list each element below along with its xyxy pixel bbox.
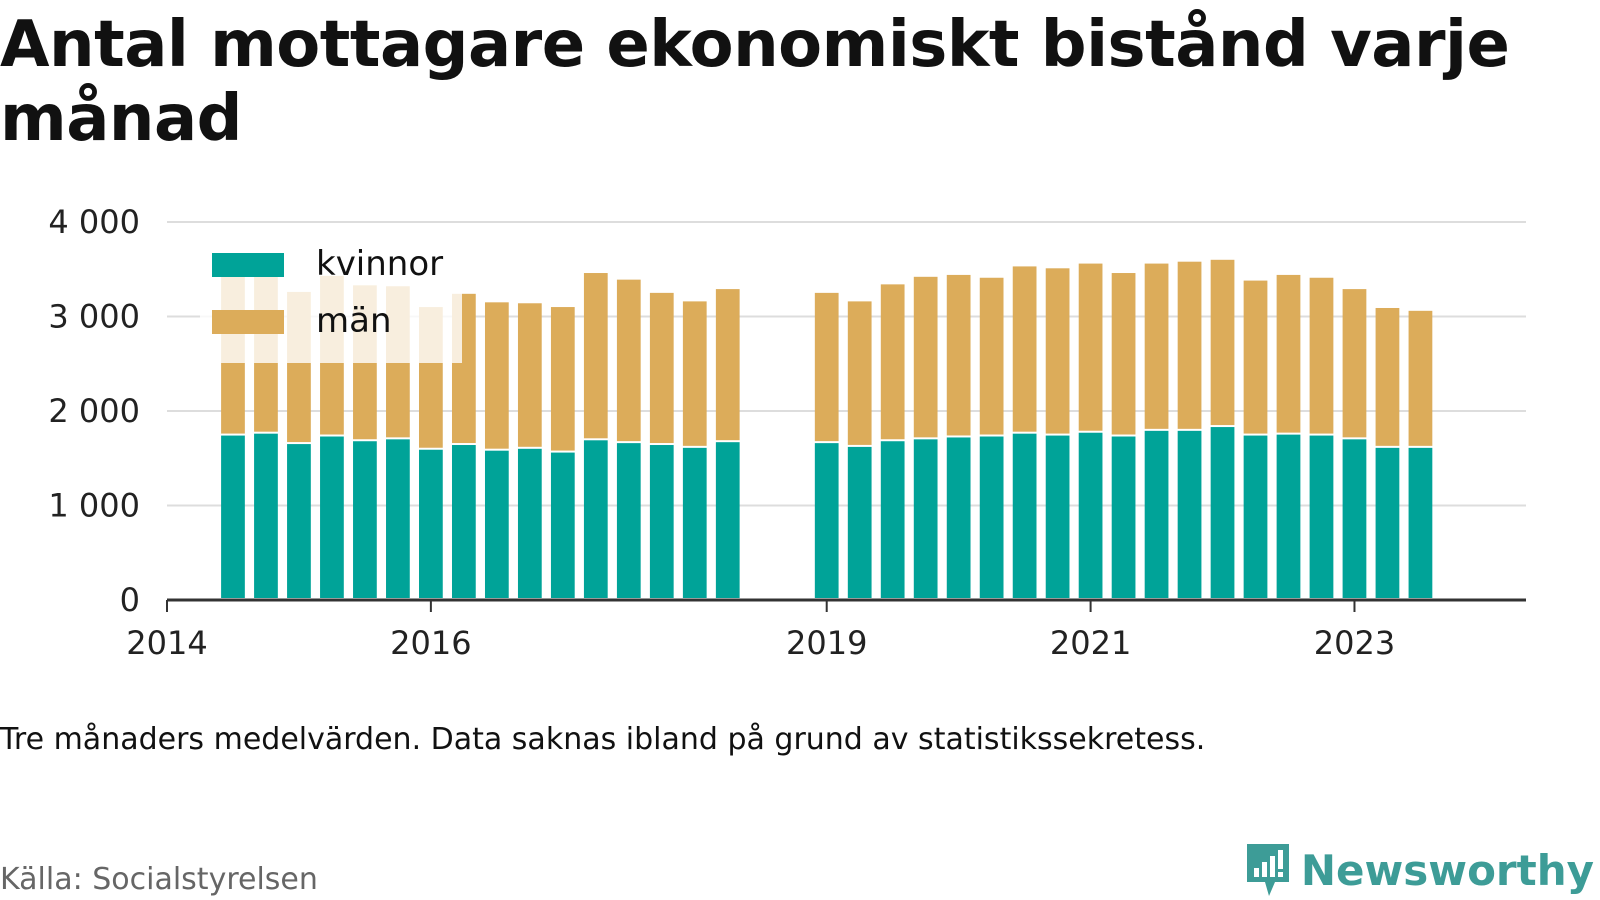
bar-män bbox=[1408, 310, 1433, 446]
bar-män bbox=[1342, 289, 1367, 438]
chart-title: Antal mottagare ekonomiskt bistånd varje… bbox=[0, 8, 1510, 156]
bar-kvinnor bbox=[979, 436, 1004, 598]
bar-män bbox=[1078, 263, 1103, 431]
bar-män bbox=[1375, 307, 1400, 446]
bar-kvinnor bbox=[1309, 435, 1334, 598]
bar-kvinnor bbox=[1375, 447, 1400, 598]
bar-kvinnor bbox=[1045, 435, 1070, 598]
bar-kvinnor bbox=[1276, 434, 1301, 598]
bar-män bbox=[880, 284, 905, 440]
x-tick-label: 2023 bbox=[1314, 624, 1395, 662]
bar-män bbox=[1045, 268, 1070, 434]
bar-män bbox=[1210, 259, 1235, 426]
legend-label-kvinnor: kvinnor bbox=[316, 244, 443, 284]
bar-kvinnor bbox=[419, 449, 443, 598]
bar-kvinnor bbox=[517, 448, 542, 598]
bar-kvinnor bbox=[484, 450, 509, 598]
bar-män bbox=[913, 276, 938, 438]
source-label: Källa: Socialstyrelsen bbox=[0, 862, 318, 897]
bar-män bbox=[1144, 263, 1169, 429]
bar-kvinnor bbox=[583, 440, 608, 598]
bar-kvinnor bbox=[682, 447, 707, 598]
y-tick-label: 3 000 bbox=[48, 298, 140, 336]
bar-kvinnor bbox=[386, 439, 410, 598]
bar-kvinnor bbox=[649, 445, 674, 598]
bar-kvinnor bbox=[1144, 430, 1169, 598]
y-tick-label: 2 000 bbox=[48, 392, 140, 430]
bar-kvinnor bbox=[880, 441, 905, 598]
x-tick-label: 2014 bbox=[126, 624, 207, 662]
chart-note: Tre månaders medelvärden. Data saknas ib… bbox=[0, 722, 1206, 757]
bar-män bbox=[616, 279, 641, 442]
bar-kvinnor bbox=[353, 441, 377, 598]
y-tick-label: 1 000 bbox=[48, 487, 140, 525]
bar-kvinnor bbox=[451, 445, 476, 598]
bar-män bbox=[484, 302, 509, 449]
legend-label-män: män bbox=[316, 301, 392, 341]
bar-män bbox=[583, 273, 608, 439]
bar-män bbox=[1243, 280, 1268, 434]
bar-kvinnor bbox=[715, 442, 740, 598]
bar-män bbox=[1177, 261, 1202, 429]
y-tick-label: 0 bbox=[120, 581, 140, 619]
newsworthy-logo-icon bbox=[1246, 844, 1289, 896]
bar-kvinnor bbox=[221, 435, 245, 598]
bar-kvinnor bbox=[320, 436, 344, 598]
bar-män bbox=[946, 274, 971, 436]
bar-kvinnor bbox=[287, 444, 311, 598]
bar-kvinnor bbox=[1210, 427, 1235, 598]
legend-swatch-kvinnor bbox=[212, 253, 284, 277]
bar-män bbox=[1111, 273, 1136, 435]
brand-logo[interactable]: Newsworthy bbox=[1243, 842, 1594, 898]
bar-kvinnor bbox=[946, 437, 971, 598]
bar-män bbox=[682, 301, 707, 446]
bar-kvinnor bbox=[550, 452, 575, 598]
bar-kvinnor bbox=[913, 439, 938, 598]
bar-män bbox=[517, 303, 542, 447]
bar-män bbox=[550, 307, 575, 451]
bar-män bbox=[1012, 266, 1037, 432]
bar-män bbox=[847, 301, 872, 445]
x-tick-label: 2016 bbox=[390, 624, 471, 662]
legend: kvinnor män bbox=[200, 238, 462, 363]
bar-kvinnor bbox=[1012, 433, 1037, 598]
y-tick-label: 4 000 bbox=[48, 203, 140, 241]
bar-män bbox=[649, 292, 674, 444]
brand-name: Newsworthy bbox=[1300, 845, 1594, 895]
bar-män bbox=[1309, 277, 1334, 434]
x-tick-label: 2019 bbox=[786, 624, 867, 662]
bar-män bbox=[1276, 274, 1301, 433]
bar-kvinnor bbox=[847, 446, 872, 598]
bar-kvinnor bbox=[1111, 436, 1136, 598]
bar-män bbox=[715, 289, 740, 441]
bar-kvinnor bbox=[1177, 430, 1202, 598]
legend-swatch-män bbox=[212, 310, 284, 334]
bar-kvinnor bbox=[814, 443, 839, 598]
bar-kvinnor bbox=[254, 433, 278, 598]
bar-kvinnor bbox=[1342, 439, 1367, 598]
bar-kvinnor bbox=[1408, 447, 1433, 598]
bars bbox=[221, 259, 1433, 598]
bar-kvinnor bbox=[1078, 432, 1103, 598]
bar-kvinnor bbox=[616, 443, 641, 598]
x-tick-label: 2021 bbox=[1050, 624, 1131, 662]
bar-män bbox=[814, 292, 839, 442]
bar-kvinnor bbox=[1243, 435, 1268, 598]
y-axis-ticks: 0 1 000 2 000 3 000 4 000 bbox=[48, 203, 140, 619]
bar-män bbox=[979, 277, 1004, 435]
x-axis: 2014 2016 2019 2021 2023 bbox=[126, 598, 1526, 662]
